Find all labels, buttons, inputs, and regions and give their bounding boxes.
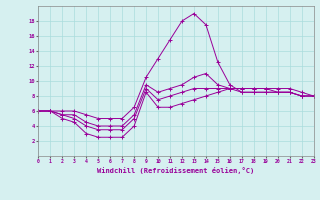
- X-axis label: Windchill (Refroidissement éolien,°C): Windchill (Refroidissement éolien,°C): [97, 167, 255, 174]
